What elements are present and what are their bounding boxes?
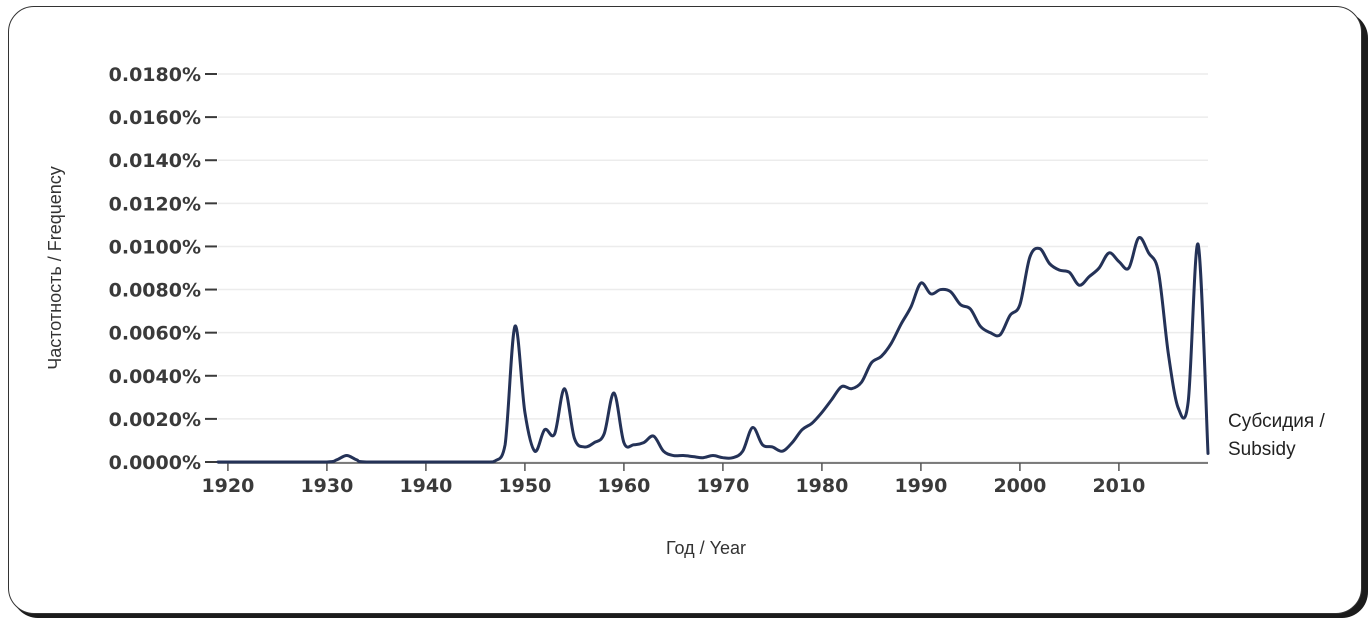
series-label-line-2: Subsidy (1228, 439, 1296, 460)
x-tick-label: 1970 (696, 475, 749, 497)
y-tick-label: 0.0000% (109, 452, 201, 474)
grid (218, 73, 1208, 463)
x-axis-title: Год / Year (666, 538, 746, 558)
y-tick-label: 0.0020% (109, 409, 201, 431)
y-tick-label: 0.0140% (109, 150, 201, 172)
x-tick-label: 1940 (399, 475, 452, 497)
y-tick-label: 0.0100% (109, 236, 201, 258)
series-label-line-1: Субсидия / (1228, 411, 1325, 432)
x-axis: 1920 1930 1940 1950 1960 1970 1980 1990 2000 2010 (201, 462, 1208, 497)
x-tick-label: 1930 (300, 475, 353, 497)
y-tick-label: 0.0160% (109, 107, 201, 129)
x-tick-label: 1920 (201, 475, 254, 497)
x-tick-label: 1960 (597, 475, 650, 497)
y-tick-label: 0.0180% (109, 64, 201, 86)
x-tick-label: 1990 (894, 475, 947, 497)
y-tick-label: 0.0060% (109, 323, 201, 345)
x-tick-label: 2000 (993, 475, 1046, 497)
chart-frame (8, 6, 1362, 614)
y-tick-label: 0.0080% (109, 280, 201, 302)
x-tick-label: 1950 (498, 475, 551, 497)
y-axis-title: Частотность / Frequency (45, 166, 65, 370)
y-tick-label: 0.0120% (109, 193, 201, 215)
y-axis: 0.0000% 0.0020% 0.0040% 0.0060% 0.0080% 0.010… (109, 64, 217, 474)
series-line (216, 236, 1210, 464)
x-tick-label: 1980 (795, 475, 848, 497)
x-tick-label: 2010 (1092, 475, 1145, 497)
y-tick-label: 0.0040% (109, 366, 201, 388)
